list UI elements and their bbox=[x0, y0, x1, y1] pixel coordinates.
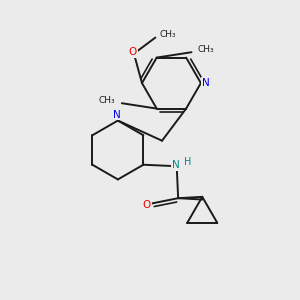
Text: H: H bbox=[184, 157, 191, 167]
Text: N: N bbox=[113, 110, 120, 120]
Text: N: N bbox=[202, 78, 210, 88]
Text: O: O bbox=[128, 47, 137, 57]
Text: N: N bbox=[172, 160, 180, 170]
Text: CH₃: CH₃ bbox=[198, 45, 214, 54]
Text: O: O bbox=[142, 200, 151, 210]
Text: CH₃: CH₃ bbox=[99, 96, 116, 105]
Text: CH₃: CH₃ bbox=[159, 30, 176, 39]
